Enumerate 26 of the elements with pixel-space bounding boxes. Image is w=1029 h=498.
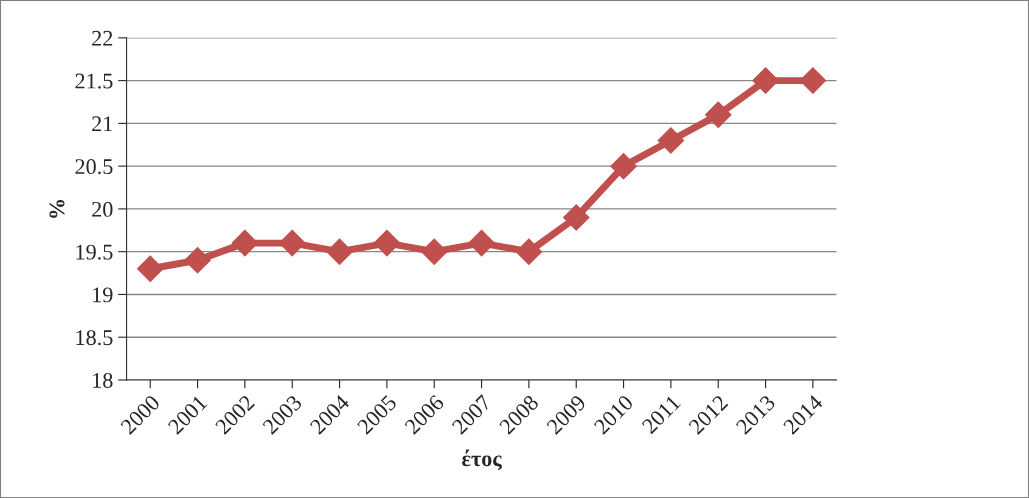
point bbox=[704, 101, 732, 129]
point bbox=[515, 238, 543, 265]
y-axis-title: % bbox=[49, 199, 65, 218]
point bbox=[184, 246, 211, 274]
y-tick-label: 18.5 bbox=[76, 330, 113, 346]
y-tick-label: 21 bbox=[92, 116, 113, 132]
point bbox=[799, 67, 827, 94]
y-tick-label: 20.5 bbox=[75, 159, 113, 175]
x-tick-label: 2011 bbox=[641, 394, 682, 435]
point bbox=[136, 255, 164, 283]
y-tick-label: 21.5 bbox=[75, 73, 113, 89]
y-tick-label: 18 bbox=[93, 372, 113, 388]
y-tick-label: 20 bbox=[92, 201, 113, 217]
point bbox=[420, 238, 448, 265]
y-tick-label: 19 bbox=[93, 287, 113, 303]
point bbox=[752, 67, 779, 94]
point bbox=[610, 152, 637, 180]
point bbox=[231, 229, 259, 257]
x-axis-title: έτος bbox=[462, 449, 502, 471]
point bbox=[657, 127, 685, 154]
y-tick-label: 19.5 bbox=[76, 244, 113, 260]
point bbox=[468, 229, 495, 257]
point bbox=[562, 204, 590, 231]
y-tick-label: 22 bbox=[92, 30, 113, 46]
point bbox=[326, 238, 353, 265]
point bbox=[373, 229, 401, 257]
